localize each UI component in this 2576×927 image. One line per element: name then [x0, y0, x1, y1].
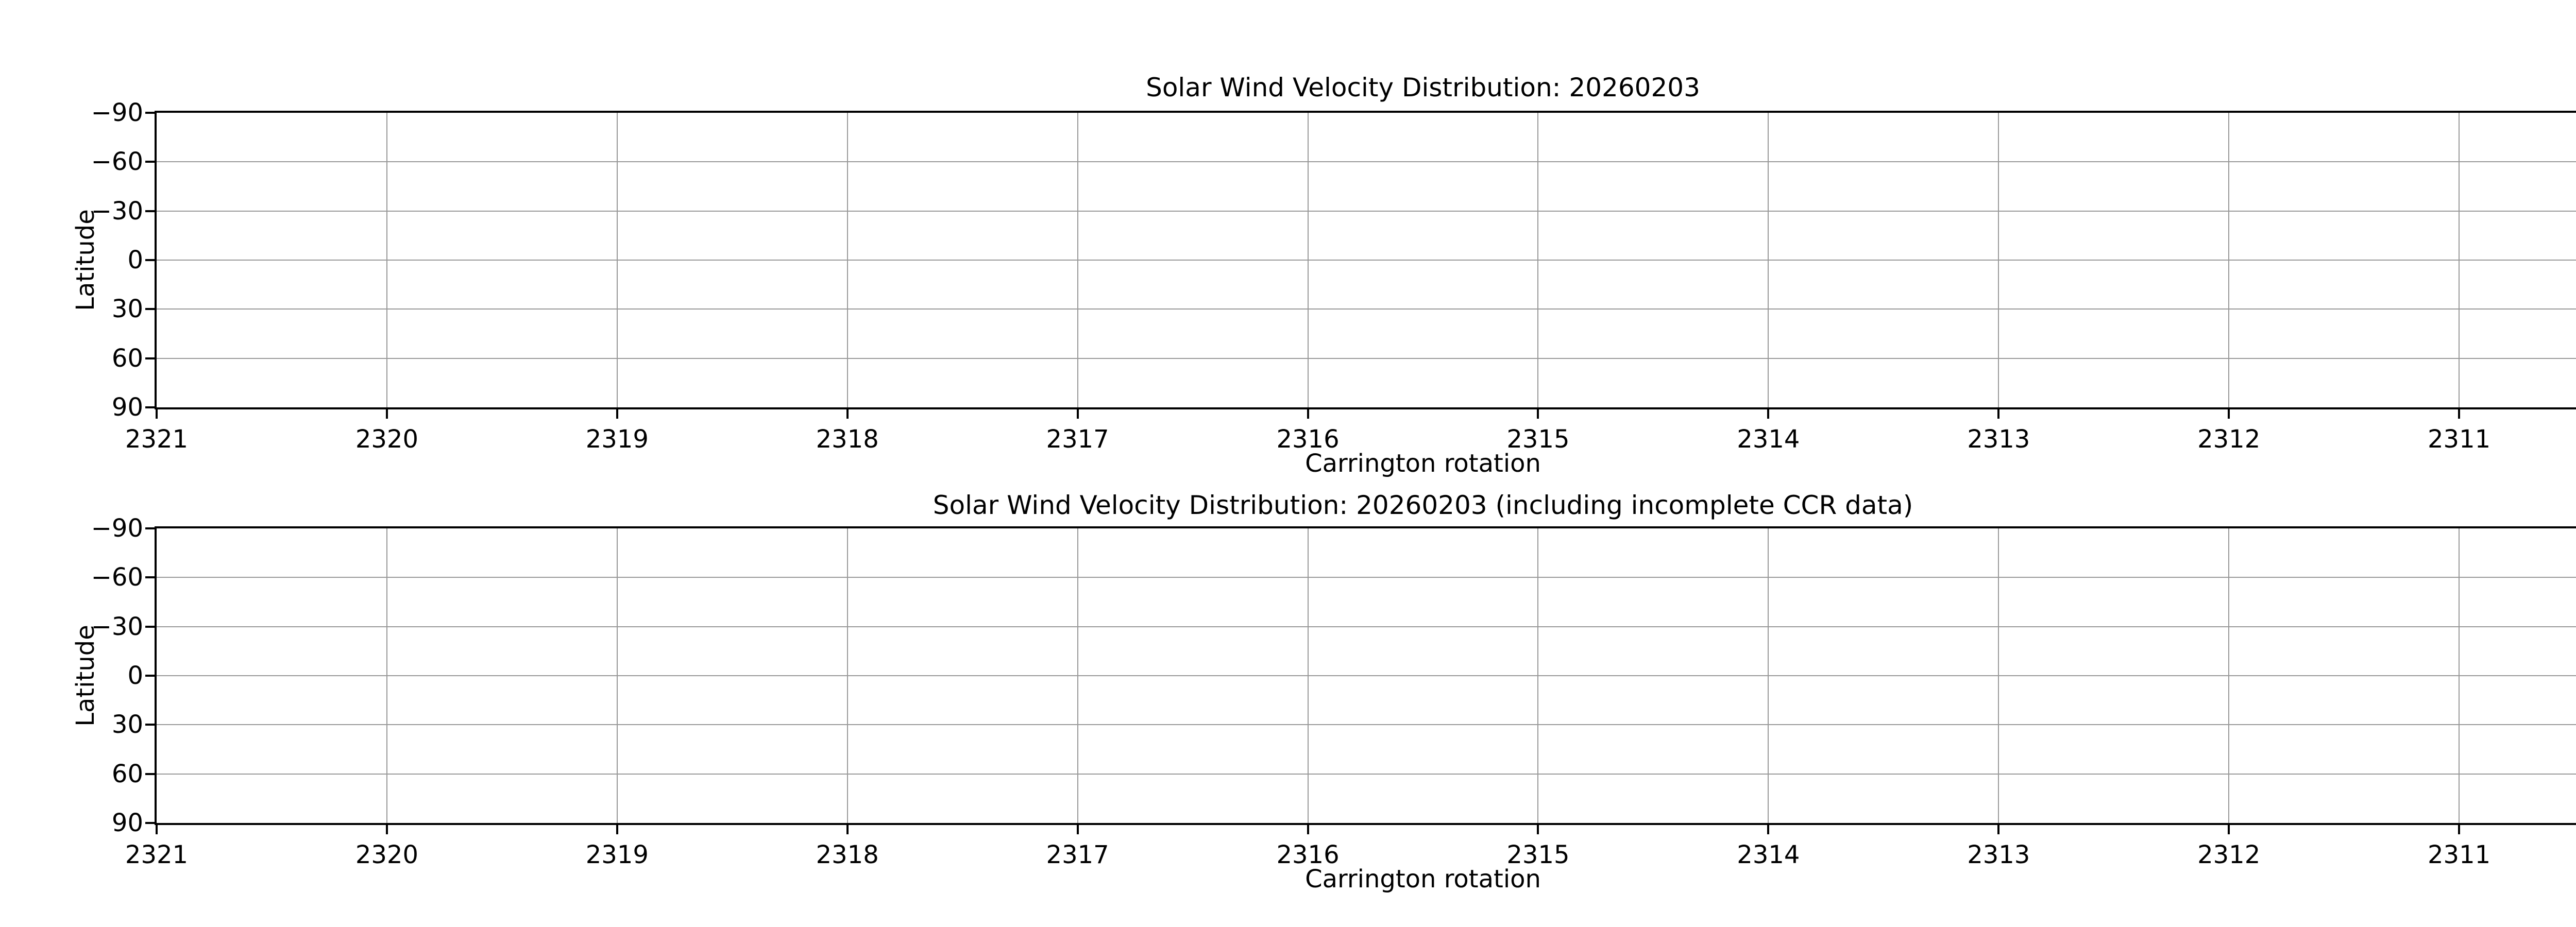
x-tick-label: 2317 — [1046, 425, 1109, 454]
y-tick-label: −30 — [91, 196, 143, 226]
x-tick-label: 2318 — [816, 840, 879, 869]
plot-panel-2 — [155, 526, 2576, 825]
x-tick-label: 2316 — [1276, 425, 1340, 454]
x-tick-mark — [156, 409, 158, 419]
y-tick-label: 30 — [111, 295, 143, 324]
x-tick-mark — [1767, 409, 1770, 419]
x-tick-mark — [846, 409, 849, 419]
x-tick-mark — [616, 409, 618, 419]
x-tick-label: 2317 — [1046, 840, 1109, 869]
y-tick-mark — [145, 308, 155, 311]
horizontal-gridline — [157, 724, 2576, 726]
y-tick-label: 90 — [111, 393, 143, 422]
x-tick-label: 2312 — [2197, 840, 2261, 869]
x-tick-label: 2319 — [585, 425, 649, 454]
y-tick-mark — [145, 112, 155, 114]
x-tick-label: 2315 — [1506, 840, 1570, 869]
y-tick-mark — [145, 357, 155, 359]
x-tick-label: 2312 — [2197, 425, 2261, 454]
y-tick-mark — [145, 406, 155, 408]
y-tick-label: 0 — [127, 246, 143, 274]
y-tick-mark — [145, 822, 155, 824]
y-tick-mark — [145, 625, 155, 628]
x-tick-mark — [1076, 825, 1079, 834]
x-tick-mark — [1537, 409, 1539, 419]
y-tick-label: 60 — [111, 344, 143, 373]
y-tick-label: 90 — [111, 809, 143, 837]
horizontal-gridline — [157, 260, 2576, 261]
x-tick-mark — [1997, 825, 2000, 834]
x-tick-label: 2320 — [355, 425, 418, 454]
x-tick-label: 2313 — [1967, 840, 2030, 869]
x-tick-mark — [385, 409, 388, 419]
y-tick-mark — [145, 675, 155, 677]
x-tick-mark — [1537, 825, 1539, 834]
x-tick-label: 2316 — [1276, 840, 1340, 869]
x-tick-label: 2315 — [1506, 425, 1570, 454]
y-tick-label: −60 — [91, 563, 143, 592]
x-tick-mark — [1307, 825, 1309, 834]
horizontal-gridline — [157, 577, 2576, 578]
x-tick-mark — [2458, 409, 2461, 419]
y-tick-mark — [145, 210, 155, 212]
x-tick-label: 2314 — [1737, 840, 1800, 869]
y-tick-mark — [145, 161, 155, 163]
x-tick-label: 2313 — [1967, 425, 2030, 454]
y-tick-mark — [145, 576, 155, 579]
x-tick-label: 2320 — [355, 840, 418, 869]
y-tick-label: −90 — [91, 514, 143, 543]
x-tick-label: 2321 — [125, 425, 189, 454]
y-tick-label: −90 — [91, 98, 143, 127]
x-tick-label: 2311 — [2428, 840, 2491, 869]
x-tick-label: 2314 — [1737, 425, 1800, 454]
horizontal-gridline — [157, 161, 2576, 163]
x-tick-mark — [846, 825, 849, 834]
y-tick-label: 60 — [111, 759, 143, 788]
panel-2-xlabel: Carrington rotation — [1305, 865, 1541, 894]
horizontal-gridline — [157, 210, 2576, 212]
panel-1-xlabel: Carrington rotation — [1305, 449, 1541, 478]
x-tick-mark — [385, 825, 388, 834]
y-tick-label: −60 — [91, 147, 143, 177]
panel-1-title: Solar Wind Velocity Distribution: 202602… — [1146, 73, 1700, 102]
x-tick-mark — [1767, 825, 1770, 834]
plot-panel-1 — [155, 111, 2576, 409]
y-tick-label: 0 — [127, 661, 143, 690]
y-tick-mark — [145, 259, 155, 261]
y-tick-label: −30 — [91, 612, 143, 641]
panel-2-title: Solar Wind Velocity Distribution: 202602… — [933, 490, 1913, 520]
horizontal-gridline — [157, 675, 2576, 676]
x-tick-label: 2311 — [2428, 425, 2491, 454]
x-tick-mark — [616, 825, 618, 834]
x-tick-mark — [1076, 409, 1079, 419]
x-tick-mark — [2228, 409, 2230, 419]
x-tick-label: 2321 — [125, 840, 189, 869]
horizontal-gridline — [157, 773, 2576, 775]
x-tick-mark — [2228, 825, 2230, 834]
y-tick-label: 30 — [111, 710, 143, 740]
x-tick-mark — [1997, 409, 2000, 419]
y-tick-mark — [145, 724, 155, 726]
y-tick-mark — [145, 527, 155, 529]
horizontal-gridline — [157, 357, 2576, 359]
horizontal-gridline — [157, 626, 2576, 627]
x-tick-mark — [1307, 409, 1309, 419]
y-tick-mark — [145, 772, 155, 775]
x-tick-mark — [156, 825, 158, 834]
x-tick-mark — [2458, 825, 2461, 834]
x-tick-label: 2319 — [585, 840, 649, 869]
horizontal-gridline — [157, 308, 2576, 310]
x-tick-label: 2318 — [816, 425, 879, 454]
